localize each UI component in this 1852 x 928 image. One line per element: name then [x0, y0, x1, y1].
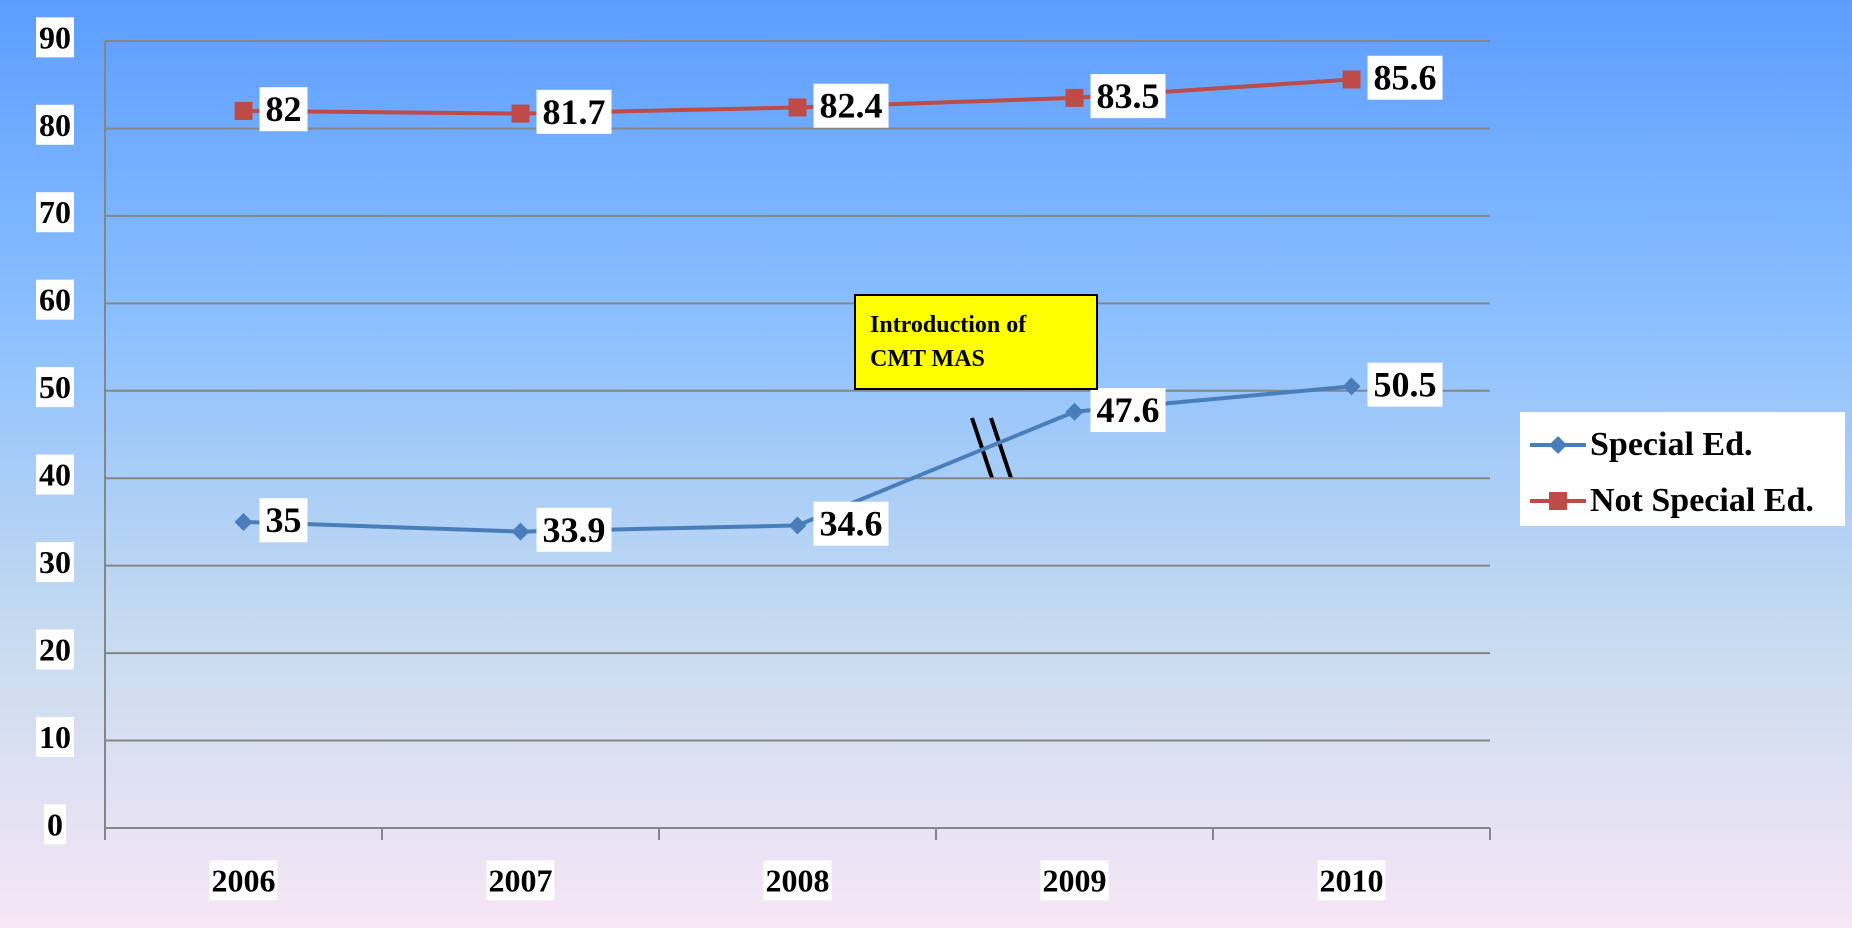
marker [234, 512, 253, 531]
series-line [243, 384, 1352, 534]
marker [511, 522, 530, 541]
data-label-box [259, 87, 308, 132]
data-label: 85.6 [1374, 58, 1437, 98]
data-label-box [813, 83, 889, 128]
break-mark [970, 417, 1013, 479]
y-tick-label-box [36, 367, 74, 408]
legend-label: Not Special Ed. [1590, 482, 1814, 519]
data-label-box [1367, 55, 1443, 100]
data-label-box [1367, 362, 1443, 407]
marker [788, 98, 807, 117]
marker [511, 104, 530, 123]
x-tick-label: 2010 [1320, 862, 1384, 898]
y-tick-label-box [36, 716, 74, 757]
marker [1342, 70, 1361, 89]
marker [788, 516, 807, 535]
y-tick-label: 90 [39, 19, 71, 55]
x-tick-label-box [1040, 860, 1109, 901]
legend-marker [1549, 436, 1567, 454]
y-tick-label: 40 [39, 457, 71, 493]
y-tick-label: 50 [39, 369, 71, 405]
data-label-box [813, 501, 889, 546]
x-tick-label-box [209, 860, 278, 901]
data-label: 50.5 [1374, 365, 1437, 405]
x-tick-label: 2007 [489, 862, 553, 898]
marker [1065, 402, 1084, 421]
data-label: 81.7 [543, 92, 606, 132]
data-label-box [536, 89, 612, 134]
y-tick-label: 30 [39, 544, 71, 580]
x-tick-label-box [486, 860, 555, 901]
y-tick-label-box [36, 629, 74, 670]
data-label-box [1090, 74, 1166, 119]
y-tick-label-box [36, 542, 74, 583]
data-label: 34.6 [820, 504, 883, 544]
y-tick-label: 80 [39, 107, 71, 143]
x-tick-label-box [1317, 860, 1386, 901]
y-tick-label: 20 [39, 631, 71, 667]
data-label-box [259, 498, 308, 543]
marker [1342, 377, 1361, 396]
data-label: 33.9 [543, 510, 606, 550]
y-tick-label-box [36, 104, 74, 145]
x-tick-label: 2008 [766, 862, 830, 898]
data-label-box [1090, 388, 1166, 433]
marker [234, 101, 253, 120]
x-tick-label: 2009 [1043, 862, 1107, 898]
data-label-box [536, 507, 612, 552]
legend-label: Special Ed. [1590, 426, 1752, 463]
marker [1065, 88, 1084, 107]
x-tick-label: 2006 [212, 862, 276, 898]
y-tick-label-box [36, 192, 74, 233]
data-label: 47.6 [1097, 390, 1160, 430]
y-tick-label-box [44, 804, 66, 845]
data-label: 35 [266, 500, 302, 540]
y-tick-label-box [36, 17, 74, 58]
y-tick-label: 10 [39, 719, 71, 755]
legend [1520, 412, 1845, 526]
x-tick-label-box [763, 860, 832, 901]
y-tick-label-box [36, 279, 74, 320]
data-label: 82 [266, 89, 302, 129]
y-tick-label: 70 [39, 194, 71, 230]
y-tick-label: 0 [47, 806, 63, 842]
legend-marker [1549, 492, 1567, 510]
data-label: 82.4 [820, 86, 883, 126]
y-tick-label: 60 [39, 282, 71, 318]
annotation: Introduction of CMT MAS [854, 294, 1098, 390]
data-label: 83.5 [1097, 76, 1160, 116]
y-tick-label-box [36, 454, 74, 495]
